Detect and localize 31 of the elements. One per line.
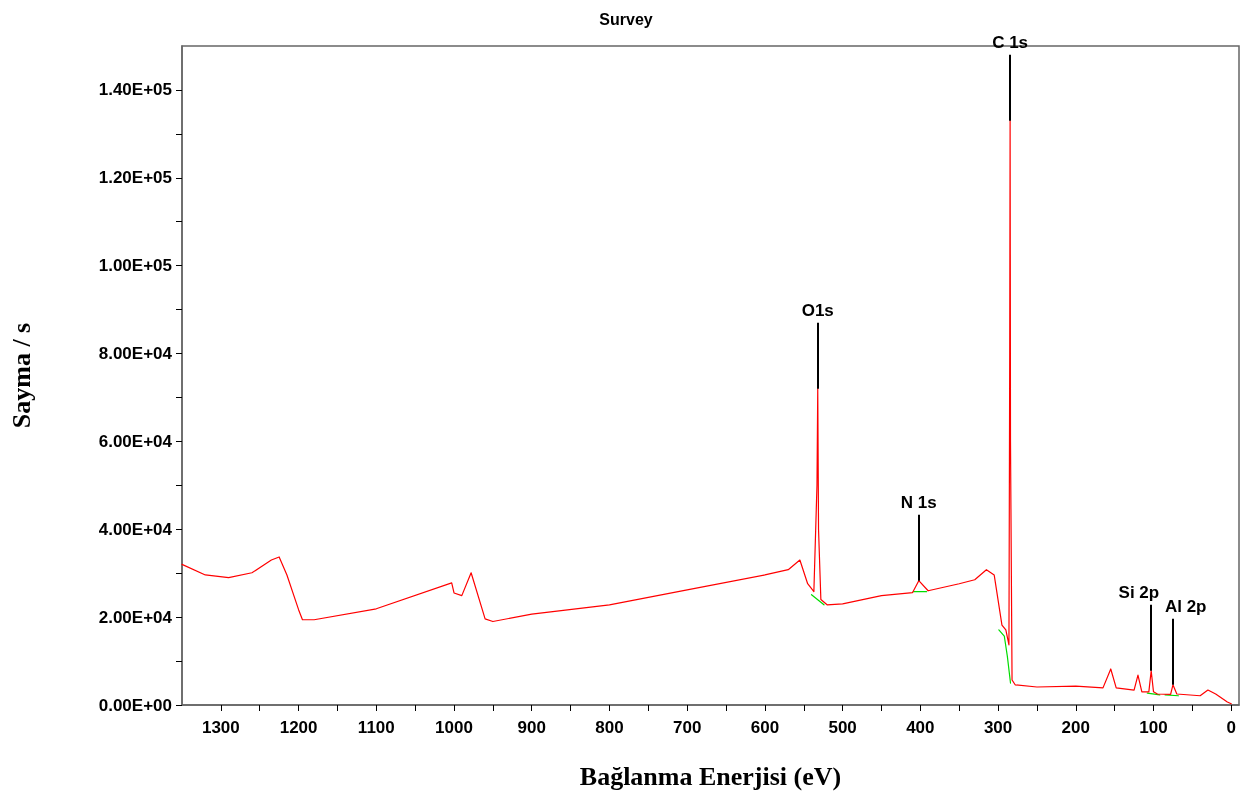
x-tick-label: 200 bbox=[1061, 718, 1090, 737]
x-tick-label: 800 bbox=[595, 718, 624, 737]
y-tick-label: 1.20E+05 bbox=[98, 168, 172, 188]
x-tick-label: 1200 bbox=[279, 718, 318, 737]
x-tick-label: 400 bbox=[906, 718, 935, 737]
annotation: O1s bbox=[801, 300, 834, 320]
y-tick-label: 6.00E+04 bbox=[98, 431, 173, 451]
x-tick-label: 1100 bbox=[357, 718, 395, 737]
y-tick-label: 1.00E+05 bbox=[98, 256, 172, 276]
y-tick-label: 1.40E+05 bbox=[98, 80, 172, 100]
x-tick-label: 0 bbox=[1226, 718, 1236, 737]
y-tick-label: 8.00E+04 bbox=[98, 344, 173, 364]
x-tick-label: 1300 bbox=[201, 718, 240, 737]
x-tick-label: 100 bbox=[1139, 718, 1168, 737]
x-tick-label: 900 bbox=[517, 718, 546, 737]
y-axis-title: Sayma / s bbox=[6, 322, 36, 429]
annotation: Al 2p bbox=[1164, 596, 1207, 616]
annotation: N 1s bbox=[900, 492, 937, 512]
chart-title: Survey bbox=[599, 10, 653, 28]
x-tick-label: 1000 bbox=[435, 718, 473, 737]
line-series bbox=[181, 120, 1232, 705]
x-tick-label: 600 bbox=[750, 718, 780, 737]
y-tick-label: 2.00E+04 bbox=[98, 607, 173, 627]
x-tick-label: 700 bbox=[673, 718, 702, 737]
y-tick-label: 0.00E+00 bbox=[98, 695, 172, 715]
x-tick-label: 300 bbox=[983, 718, 1013, 737]
y-tick-label: 4.00E+04 bbox=[98, 519, 173, 539]
x-tick-label: 500 bbox=[828, 718, 857, 737]
x-axis-title: Bağlanma Enerjisi (eV) bbox=[579, 761, 842, 791]
annotation: C 1s bbox=[992, 32, 1029, 52]
annotation: Si 2p bbox=[1118, 582, 1160, 602]
